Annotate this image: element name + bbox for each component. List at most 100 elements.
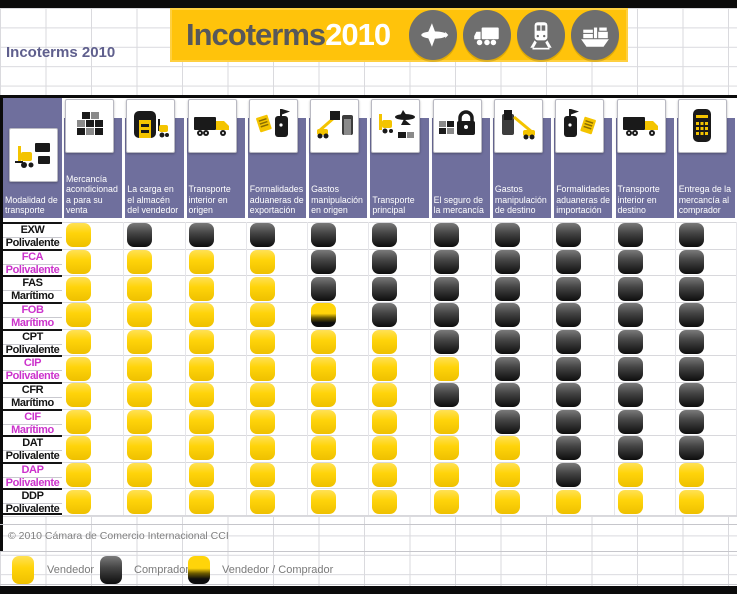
incoterm-mode: Polivalente (5, 263, 60, 276)
cell-DAP-7 (433, 463, 459, 487)
cell-FCA-7 (433, 249, 459, 274)
cell-EXW-2 (127, 223, 153, 248)
cell-CFR-10 (617, 383, 643, 408)
footer-gridline (0, 524, 737, 525)
incoterm-code: CFR (3, 384, 62, 398)
column-header-label: Mercancía acondicionada para su venta (66, 173, 118, 216)
column-header-label: Formalidades aduaneras de importación (556, 184, 610, 216)
cell-DAP-2 (127, 463, 153, 487)
column-header-label: Transporte interior en origen (188, 184, 231, 216)
cell-FCA-10 (617, 249, 643, 274)
row-gridline (62, 461, 737, 463)
incoterm-code: FOB (3, 304, 62, 318)
cell-DAP-11 (678, 463, 704, 487)
cell-DDP-2 (127, 489, 153, 514)
incoterm-code: FAS (3, 277, 62, 292)
cell-FOB-5 (311, 303, 337, 328)
row-label-CFR: CFR Marítimo (3, 381, 62, 409)
cell-EXW-8 (494, 223, 520, 248)
truck-icon (463, 10, 512, 60)
cell-DAP-6 (372, 463, 398, 487)
incoterm-code: CIF (3, 411, 62, 425)
cell-FOB-6 (372, 303, 398, 328)
cell-CFR-3 (188, 383, 214, 408)
cell-CIF-6 (372, 409, 398, 434)
row-label-FCA: FCA Polivalente (3, 248, 62, 276)
cell-EXW-4 (249, 223, 275, 248)
cell-FOB-7 (433, 303, 459, 328)
cell-CIP-8 (494, 356, 520, 381)
transport-icons (403, 10, 620, 60)
column-header-label: Gastos manipulación de destino (494, 184, 547, 216)
cell-FAS-11 (678, 276, 704, 301)
column-gridline (245, 222, 247, 515)
lock-boxes-icon (432, 99, 482, 153)
column-gridline (123, 222, 125, 515)
incoterm-mode: Polivalente (5, 237, 60, 249)
cell-FOB-8 (494, 303, 520, 328)
incoterm-mode: Polivalente (5, 450, 60, 463)
cell-CPT-3 (188, 329, 214, 354)
column-gridline (184, 222, 186, 515)
stacked-boxes-icon (65, 99, 114, 153)
cell-FCA-5 (311, 249, 337, 274)
cell-FAS-4 (249, 276, 275, 301)
cell-DAP-8 (494, 463, 520, 487)
column-header-label: Transporte principal (372, 194, 415, 216)
cell-FAS-5 (311, 276, 337, 301)
row-label-CIP: CIP Polivalente (3, 355, 62, 382)
cell-FAS-3 (188, 276, 214, 301)
cell-CIF-10 (617, 409, 643, 434)
cell-CIP-4 (249, 356, 275, 381)
customs-export-icon (248, 99, 298, 153)
cell-DDP-3 (188, 489, 214, 514)
cell-DAP-5 (311, 463, 337, 487)
cell-CPT-8 (494, 329, 520, 354)
row-gridline (62, 408, 737, 410)
cell-CFR-8 (494, 383, 520, 408)
column-gridline (490, 222, 492, 515)
cell-DAT-7 (433, 436, 459, 461)
cell-CPT-2 (127, 329, 153, 354)
crane-loading-icon (310, 99, 360, 153)
column-header-label: La carga en el almacén del vendedor (127, 184, 179, 216)
cell-FCA-2 (127, 249, 153, 274)
row-gridline (62, 435, 737, 437)
train-icon (517, 10, 566, 60)
copyright-text: © 2010 Cámara de Comercio Internacional … (8, 530, 229, 542)
cell-DAT-5 (311, 436, 337, 461)
cell-DAT-11 (678, 436, 704, 461)
cell-CFR-1 (66, 383, 91, 408)
cell-FCA-6 (372, 249, 398, 274)
cell-DDP-11 (678, 489, 704, 514)
truck-icon (616, 99, 666, 153)
cell-CIP-7 (433, 356, 459, 381)
cell-DDP-10 (617, 489, 643, 514)
cell-FOB-3 (188, 303, 214, 328)
incoterm-mode: Marítimo (11, 290, 54, 303)
column-header-modalidad: Modalidad de transporte (3, 98, 62, 218)
cell-EXW-5 (311, 223, 337, 248)
column-header-label: Transporte interior en destino (617, 184, 660, 216)
cell-FOB-2 (127, 303, 153, 328)
cell-FOB-10 (617, 303, 643, 328)
cell-CFR-2 (127, 383, 153, 408)
row-gridline (62, 222, 737, 223)
cell-FOB-11 (678, 303, 704, 328)
row-gridline (62, 355, 737, 357)
incoterm-code: FCA (3, 251, 62, 265)
legend-label: Comprador (134, 564, 190, 576)
corner-header-label: Modalidad de transporte (5, 194, 58, 216)
row-gridline (62, 301, 737, 303)
cell-DDP-9 (556, 489, 582, 514)
crane-unloading-icon (493, 99, 543, 153)
cell-FOB-4 (249, 303, 275, 328)
cell-FAS-8 (494, 276, 520, 301)
cell-DDP-5 (311, 489, 337, 514)
incoterm-mode: Polivalente (5, 370, 60, 383)
cell-FCA-9 (556, 249, 582, 274)
row-label-EXW: EXW Polivalente (3, 222, 62, 249)
top-black-bar (0, 0, 737, 8)
cell-FAS-7 (433, 276, 459, 301)
